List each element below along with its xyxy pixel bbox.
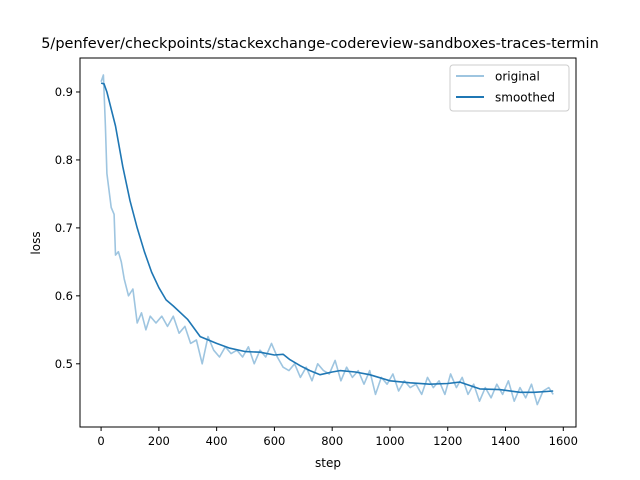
y-tick-label: 0.5 [55, 357, 73, 371]
legend-label-original: original [495, 70, 540, 84]
legend: original smoothed [449, 64, 570, 112]
plot-frame [79, 57, 577, 428]
series-line-original [100, 74, 554, 406]
series-line-smoothed [100, 82, 554, 394]
y-tick-label: 0.9 [55, 85, 73, 99]
x-tick-label: 0 [97, 434, 104, 448]
x-axis-label: step [315, 456, 341, 470]
x-tick-label: 1600 [549, 434, 578, 448]
x-tick-label: 600 [263, 434, 285, 448]
x-tick-label: 400 [206, 434, 228, 448]
y-axis-label: loss [29, 231, 43, 254]
x-tick-label: 1000 [375, 434, 404, 448]
chart-title: 5/penfever/checkpoints/stackexchange-cod… [41, 36, 599, 52]
x-tick-label: 1400 [491, 434, 520, 448]
y-tick-label: 0.6 [55, 289, 73, 303]
x-tick-label: 1200 [433, 434, 462, 448]
x-tick-label: 800 [321, 434, 343, 448]
legend-label-smoothed: smoothed [495, 91, 555, 105]
y-tick-label: 0.7 [55, 221, 73, 235]
x-tick-label: 200 [148, 434, 170, 448]
y-tick-label: 0.8 [55, 153, 73, 167]
